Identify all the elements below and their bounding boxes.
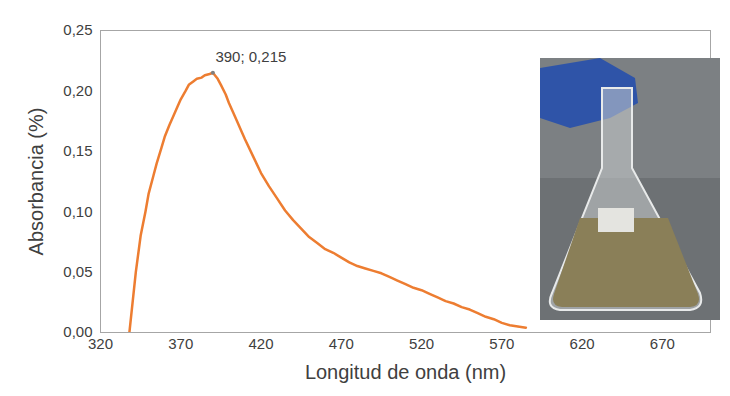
svg-text:0,25: 0,25 xyxy=(63,21,92,38)
svg-text:320: 320 xyxy=(88,335,113,352)
svg-text:0,20: 0,20 xyxy=(63,82,92,99)
svg-text:420: 420 xyxy=(249,335,274,352)
svg-text:370: 370 xyxy=(168,335,193,352)
svg-text:470: 470 xyxy=(329,335,354,352)
svg-text:520: 520 xyxy=(409,335,434,352)
svg-text:Longitud de onda (nm): Longitud de onda (nm) xyxy=(305,361,506,383)
svg-text:Absorbancia (%): Absorbancia (%) xyxy=(25,108,47,256)
svg-text:0,15: 0,15 xyxy=(63,142,92,159)
svg-text:570: 570 xyxy=(489,335,514,352)
svg-text:670: 670 xyxy=(650,335,675,352)
svg-text:390; 0,215: 390; 0,215 xyxy=(215,48,286,65)
svg-text:620: 620 xyxy=(570,335,595,352)
svg-text:0,10: 0,10 xyxy=(63,203,92,220)
svg-text:0,05: 0,05 xyxy=(63,263,92,280)
svg-text:0,00: 0,00 xyxy=(63,323,93,341)
